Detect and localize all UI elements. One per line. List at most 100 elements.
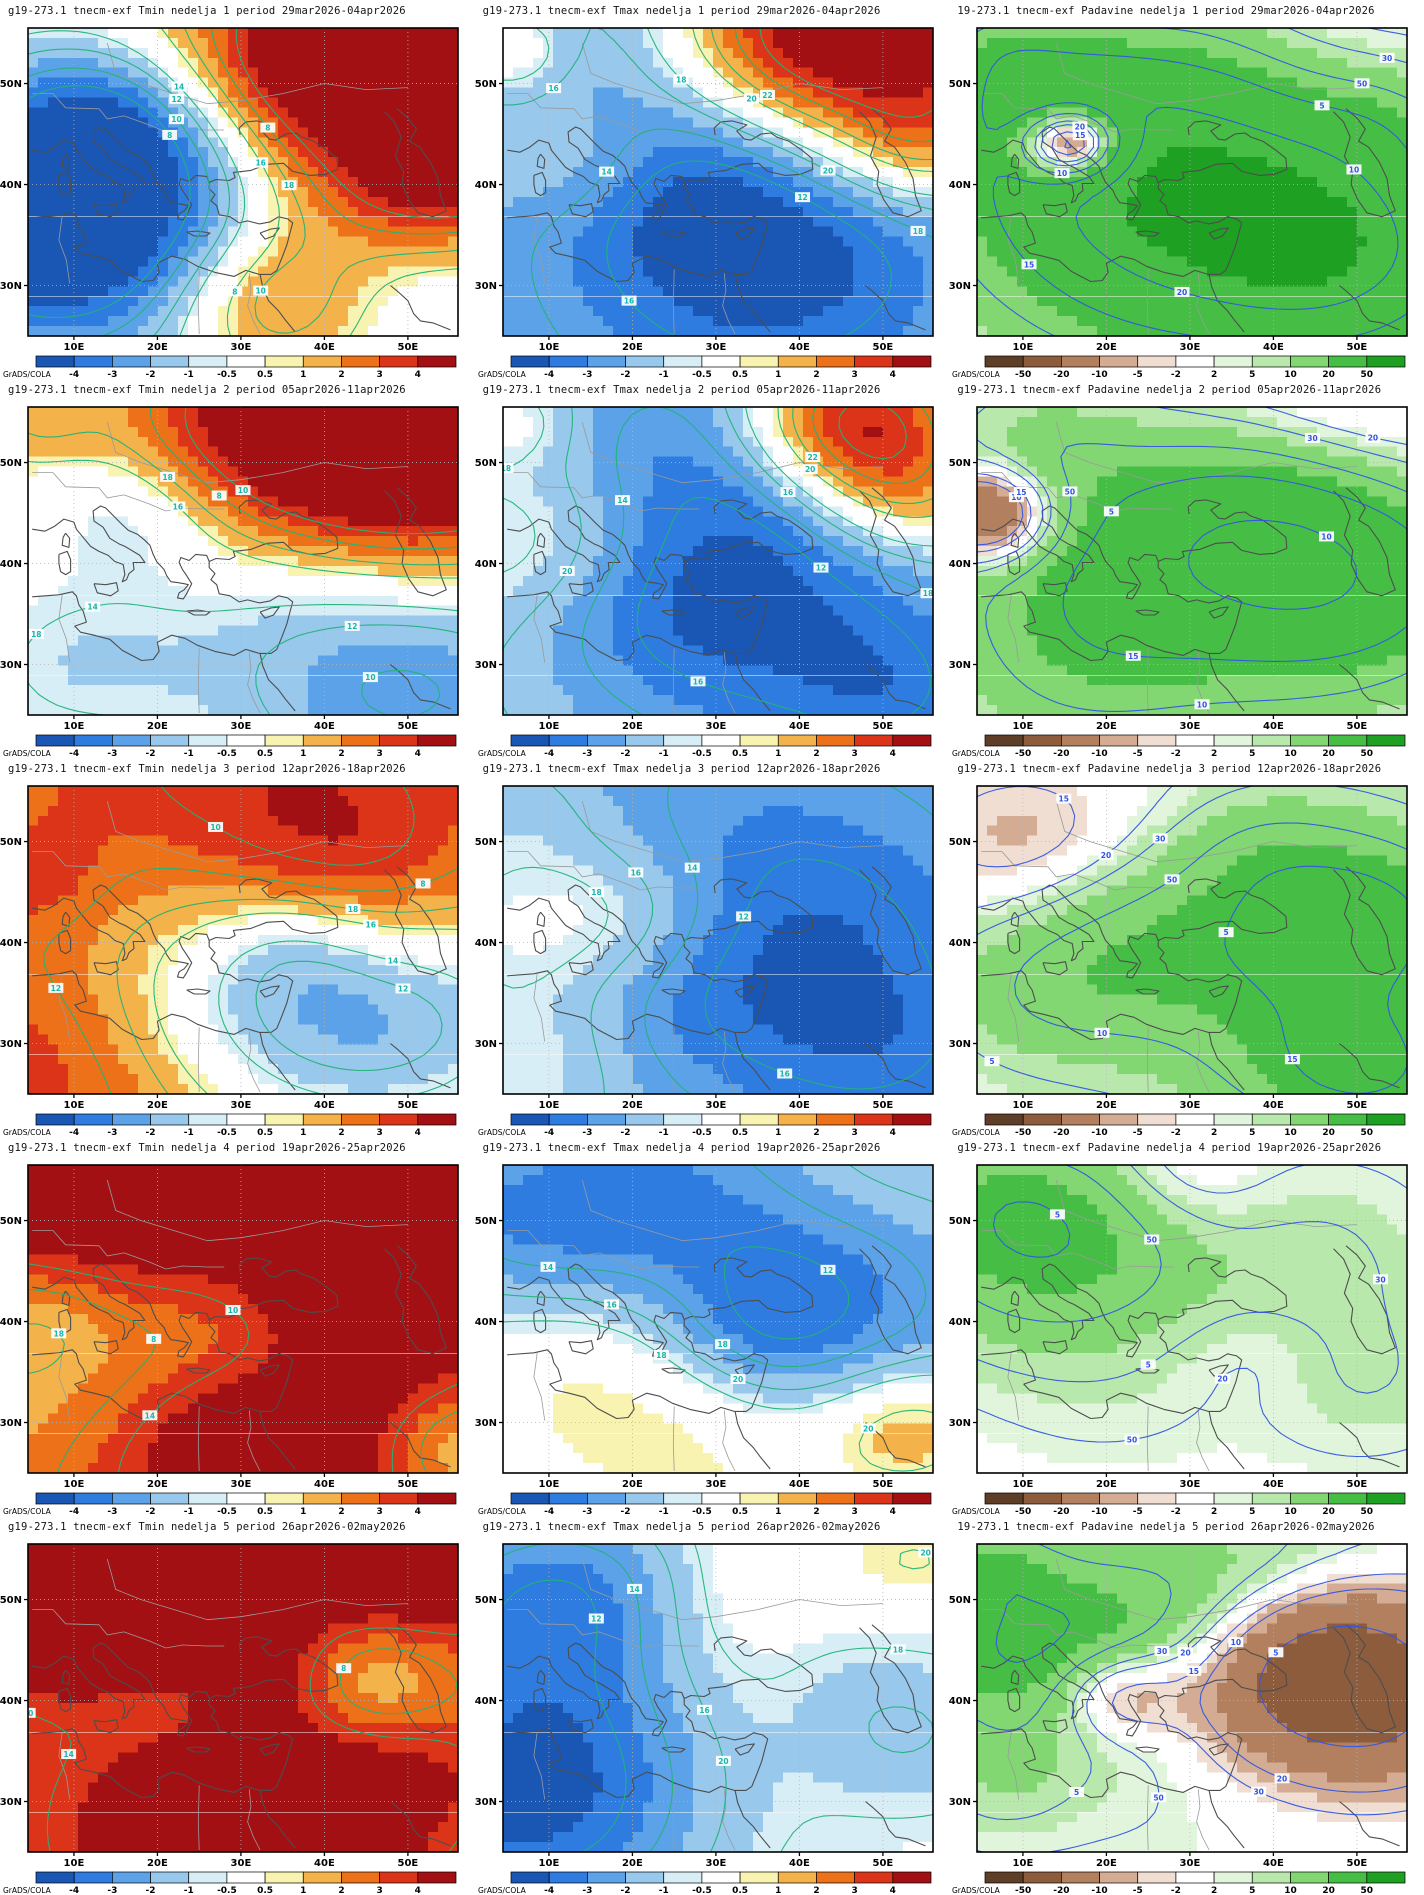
graticule [28,786,458,1094]
svg-text:18: 18 [162,473,172,482]
svg-text:1: 1 [775,370,781,379]
svg-text:16: 16 [548,84,558,93]
svg-text:18: 18 [31,630,41,639]
svg-text:-0.5: -0.5 [217,370,237,379]
svg-text:10: 10 [1231,1638,1241,1647]
svg-text:20E: 20E [1096,721,1117,732]
panel-tmax-week1: g19-273.1 tnecm-exf Tmax nedelja 1 perio… [474,0,950,379]
svg-text:50: 50 [1361,370,1374,379]
panel-padavine-week3: g19-273.1 tnecm-exf Padavine nedelja 3 p… [949,758,1424,1137]
contour-lines [502,28,933,336]
svg-text:18: 18 [922,589,932,598]
svg-text:14: 14 [542,1263,552,1272]
svg-text:20: 20 [1323,749,1336,758]
map-frame [501,406,934,716]
svg-text:3: 3 [377,370,383,379]
svg-text:30E: 30E [1180,721,1201,732]
svg-text:-3: -3 [107,1886,117,1895]
svg-text:40E: 40E [1263,1858,1284,1869]
panel-title: g19-273.1 tnecm-exf Tmin nedelja 3 perio… [8,763,406,775]
svg-text:-0.5: -0.5 [217,1886,237,1895]
anomaly-shading [28,1544,458,1852]
svg-text:-20: -20 [1054,370,1070,379]
coastlines [506,800,926,1093]
graticule [977,407,1408,715]
svg-text:-2: -2 [146,1507,156,1516]
svg-text:-50: -50 [1015,1128,1031,1137]
grads-cola-credit: GrADS/COLA [478,370,527,379]
svg-text:40E: 40E [1263,1100,1284,1111]
svg-text:0.5: 0.5 [732,1128,748,1137]
svg-text:-2: -2 [146,1128,156,1137]
grads-cola-credit: GrADS/COLA [3,1128,52,1137]
svg-text:0.5: 0.5 [257,749,273,758]
svg-text:2: 2 [338,1886,344,1895]
svg-text:10: 10 [1097,1029,1107,1038]
svg-text:30N: 30N [949,1797,971,1808]
graticule [502,786,933,1094]
svg-text:22: 22 [762,91,772,100]
svg-text:10E: 10E [64,342,85,353]
svg-text:40N: 40N [0,1317,22,1328]
svg-text:8: 8 [151,1335,156,1344]
svg-text:8: 8 [341,1664,346,1673]
svg-text:30N: 30N [0,660,22,671]
svg-text:30N: 30N [949,660,971,671]
svg-text:50E: 50E [872,721,893,732]
svg-text:3: 3 [377,749,383,758]
anomaly-shading [502,1544,933,1852]
svg-text:2: 2 [813,1507,819,1516]
svg-text:50: 50 [1147,1236,1157,1245]
svg-text:12: 12 [815,564,825,573]
svg-text:-50: -50 [1015,370,1031,379]
grads-cola-credit: GrADS/COLA [952,370,1001,379]
svg-text:12: 12 [738,912,748,921]
colorbar: -4 -3 -2 -1 -0.5 0.5 1 2 3 4 [35,1492,457,1516]
svg-text:10: 10 [1057,169,1067,178]
svg-text:40N: 40N [475,938,497,949]
colorbar: -4 -3 -2 -1 -0.5 0.5 1 2 3 4 [35,734,457,758]
svg-text:-4: -4 [544,1886,554,1895]
svg-text:10: 10 [210,823,220,832]
svg-text:50N: 50N [475,1595,497,1606]
map-frame [976,785,1409,1095]
anomaly-shading [977,786,1408,1094]
coastlines [506,421,926,714]
svg-text:5: 5 [1146,1360,1151,1369]
contour-labels: 12 16 14 18 16 20 18 20 22 [502,452,933,687]
contour-labels: 15 20 30 5 50 10 5 15 [984,793,1301,1067]
svg-text:20: 20 [718,1757,728,1766]
graticule [502,1544,933,1852]
svg-text:4: 4 [415,1128,421,1137]
svg-text:50: 50 [1167,875,1177,884]
panel-tmax-week4: g19-273.1 tnecm-exf Tmax nedelja 4 perio… [474,1137,950,1516]
graticule [977,786,1408,1094]
svg-text:-4: -4 [69,1128,79,1137]
panel-title: g19-273.1 tnecm-exf Padavine nedelja 4 p… [957,1142,1382,1154]
contour-lines [977,786,1408,1094]
svg-text:50E: 50E [1347,721,1368,732]
svg-text:-1: -1 [658,1128,668,1137]
svg-text:5: 5 [1249,1128,1255,1137]
panel-padavine-week5: 19-273.1 tnecm-exf Padavine nedelja 5 pe… [949,1516,1424,1895]
svg-text:2: 2 [1211,370,1217,379]
svg-text:0.5: 0.5 [732,1507,748,1516]
svg-text:-50: -50 [1015,1507,1031,1516]
svg-text:-20: -20 [1054,1128,1070,1137]
svg-text:4: 4 [889,749,895,758]
svg-text:30: 30 [1155,834,1165,843]
svg-text:-3: -3 [582,370,592,379]
svg-text:20E: 20E [147,721,168,732]
svg-text:40N: 40N [0,559,22,570]
svg-text:18: 18 [656,1351,666,1360]
svg-text:-0.5: -0.5 [692,749,712,758]
graticule [28,407,458,715]
svg-text:20: 20 [1177,288,1187,297]
svg-text:16: 16 [699,1706,709,1715]
grads-cola-credit: GrADS/COLA [952,1886,1001,1895]
svg-text:2: 2 [338,1507,344,1516]
svg-text:50N: 50N [475,837,497,848]
svg-text:20: 20 [1101,851,1111,860]
